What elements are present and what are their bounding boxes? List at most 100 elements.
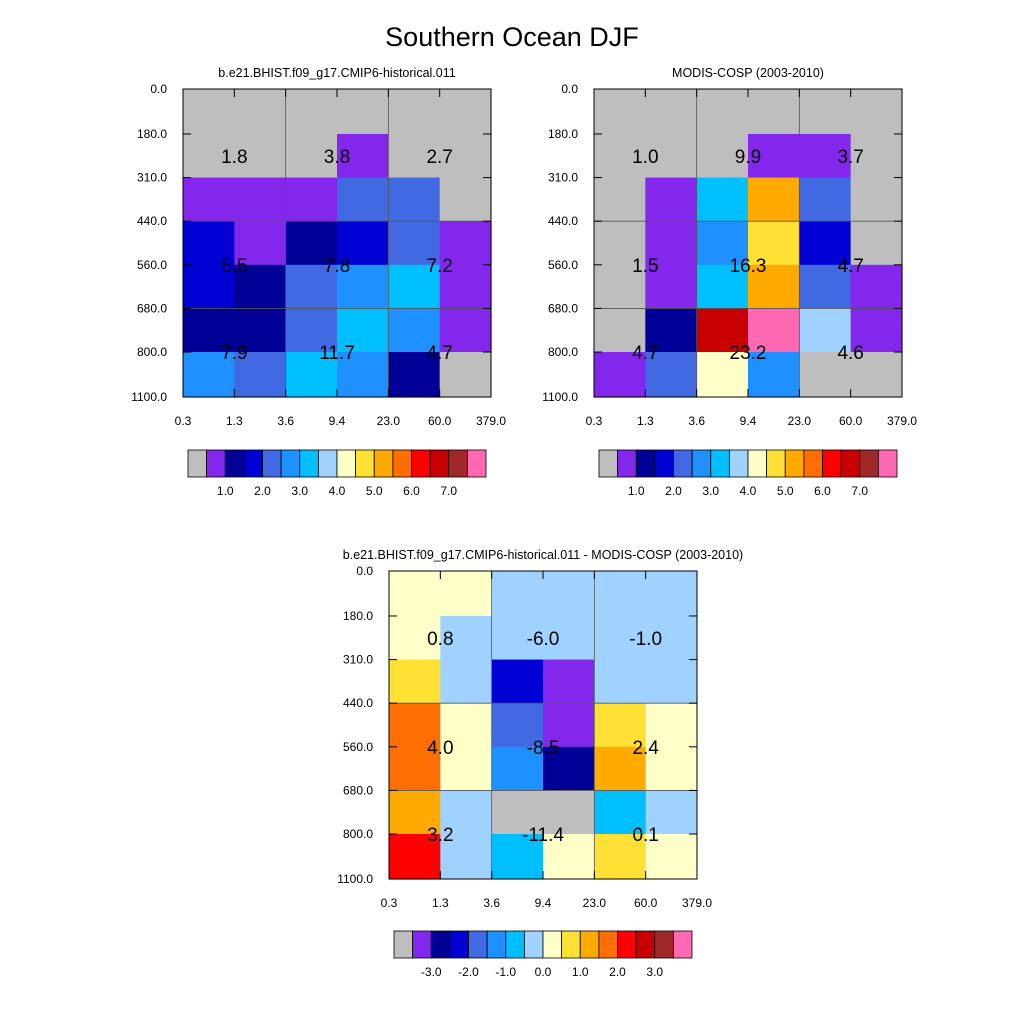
colorbar-swatch	[392, 449, 412, 478]
colorbar-label: 2.0	[665, 484, 682, 498]
heatmap-cell	[594, 659, 647, 704]
y-tick-label: 0.0	[150, 82, 167, 96]
heatmap-cell	[543, 746, 595, 792]
colorbar-swatch	[784, 449, 805, 478]
heatmap-cell	[439, 221, 492, 266]
heatmap-cell	[543, 615, 595, 661]
y-tick-label: 1100.0	[337, 872, 373, 886]
cell-annotation: 23.2	[730, 343, 767, 364]
y-tick-label: 180.0	[137, 127, 167, 141]
panel-3: b.e21.BHIST.f09_g17.CMIP6-historical.011…	[337, 548, 743, 979]
heatmap-cell	[285, 221, 338, 266]
cell-annotation: 11.7	[319, 343, 355, 364]
heatmap-cell	[799, 89, 852, 135]
heatmap-cell	[748, 352, 800, 398]
heatmap-cell	[285, 89, 338, 135]
panel-1: b.e21.BHIST.f09_g17.CMIP6-historical.011…	[131, 66, 506, 498]
heatmap-cell	[491, 703, 544, 748]
heatmap-cell	[748, 133, 800, 179]
y-tick-label: 310.0	[343, 653, 373, 667]
heatmap-cell	[850, 177, 903, 222]
colorbar-label: 5.0	[777, 484, 794, 498]
heatmap-cell	[594, 133, 646, 179]
colorbar-swatch	[468, 930, 488, 959]
heatmap-cell	[594, 177, 646, 222]
cell-annotation: -11.4	[522, 825, 564, 846]
colorbar-swatch	[486, 930, 507, 959]
x-tick-label: 1.3	[637, 414, 654, 428]
x-tick-label: 0.3	[381, 896, 398, 910]
colorbar-label: 0.0	[535, 965, 552, 979]
y-tick-label: 310.0	[137, 171, 167, 185]
colorbar-swatch	[635, 930, 656, 959]
y-tick-label: 800.0	[137, 345, 167, 359]
heatmap-cell	[696, 177, 749, 222]
x-tick-label: 23.0	[788, 414, 812, 428]
heatmap-cell	[543, 659, 595, 704]
colorbar-label: 4.0	[329, 484, 346, 498]
y-tick-label: 180.0	[548, 127, 578, 141]
colorbar-swatch	[355, 449, 375, 478]
heatmap-cell	[748, 308, 800, 353]
heatmap-cell	[645, 264, 698, 310]
heatmap-cell	[645, 221, 698, 266]
heatmap-cell	[594, 703, 647, 748]
colorbar-swatch	[617, 449, 637, 478]
heatmap-cell	[799, 264, 852, 310]
heatmap-cell	[234, 221, 287, 266]
heatmap-cell	[388, 133, 441, 179]
heatmap-cell	[594, 221, 646, 266]
heatmap-cell	[440, 703, 493, 748]
colorbar-swatch	[412, 930, 432, 959]
colorbar-label: 7.0	[440, 484, 457, 498]
heatmap-cell	[594, 308, 646, 353]
cell-annotation: 7.8	[324, 256, 350, 277]
heatmap-cell	[850, 89, 903, 135]
heatmap-cell	[285, 352, 338, 398]
heatmap-cell	[389, 615, 441, 661]
heatmap-cell	[337, 133, 389, 179]
colorbar-swatch	[710, 449, 730, 478]
heatmap-cell	[594, 790, 647, 835]
heatmap-cell	[799, 221, 852, 266]
heatmap-cell	[440, 834, 493, 880]
heatmap-cell	[439, 89, 492, 135]
y-tick-label: 680.0	[137, 301, 167, 315]
x-tick-label: 3.6	[277, 414, 294, 428]
colorbar-label: 6.0	[814, 484, 831, 498]
cell-annotation: 1.8	[221, 147, 247, 168]
colorbar-swatch	[448, 449, 468, 478]
cell-annotation: 16.3	[730, 256, 767, 277]
y-tick-label: 0.0	[356, 564, 373, 578]
heatmap-cell	[850, 352, 903, 398]
x-tick-label: 9.4	[329, 414, 346, 428]
colorbar-swatch	[262, 449, 282, 478]
heatmap-cell	[696, 89, 749, 135]
heatmap-cell	[183, 221, 235, 266]
cell-annotation: 4.0	[427, 738, 453, 759]
colorbar-swatch	[206, 449, 226, 478]
heatmap-cell	[594, 264, 646, 310]
heatmap-cell	[439, 352, 492, 398]
heatmap-cell	[234, 177, 287, 222]
heatmap-cell	[285, 264, 338, 310]
y-tick-label: 560.0	[548, 258, 578, 272]
heatmap-cell	[389, 790, 441, 835]
heatmap-cell	[594, 352, 646, 398]
x-tick-label: 3.6	[688, 414, 705, 428]
heatmap-cell	[183, 133, 235, 179]
cell-annotation: 1.0	[632, 147, 658, 168]
colorbar-swatch	[187, 449, 208, 478]
heatmap-cell	[389, 703, 441, 748]
heatmap-cell	[799, 308, 852, 353]
heatmap-cell	[645, 89, 698, 135]
colorbar-swatch	[561, 930, 581, 959]
colorbar-swatch	[449, 930, 469, 959]
heatmap-cell	[850, 133, 903, 179]
heatmap-cell	[285, 133, 338, 179]
cell-annotation: 3.2	[427, 825, 453, 846]
panel-title: b.e21.BHIST.f09_g17.CMIP6-historical.011	[218, 66, 455, 80]
heatmap-cell	[594, 89, 646, 135]
heatmap-cell	[388, 308, 441, 353]
heatmap-cell	[183, 352, 235, 398]
